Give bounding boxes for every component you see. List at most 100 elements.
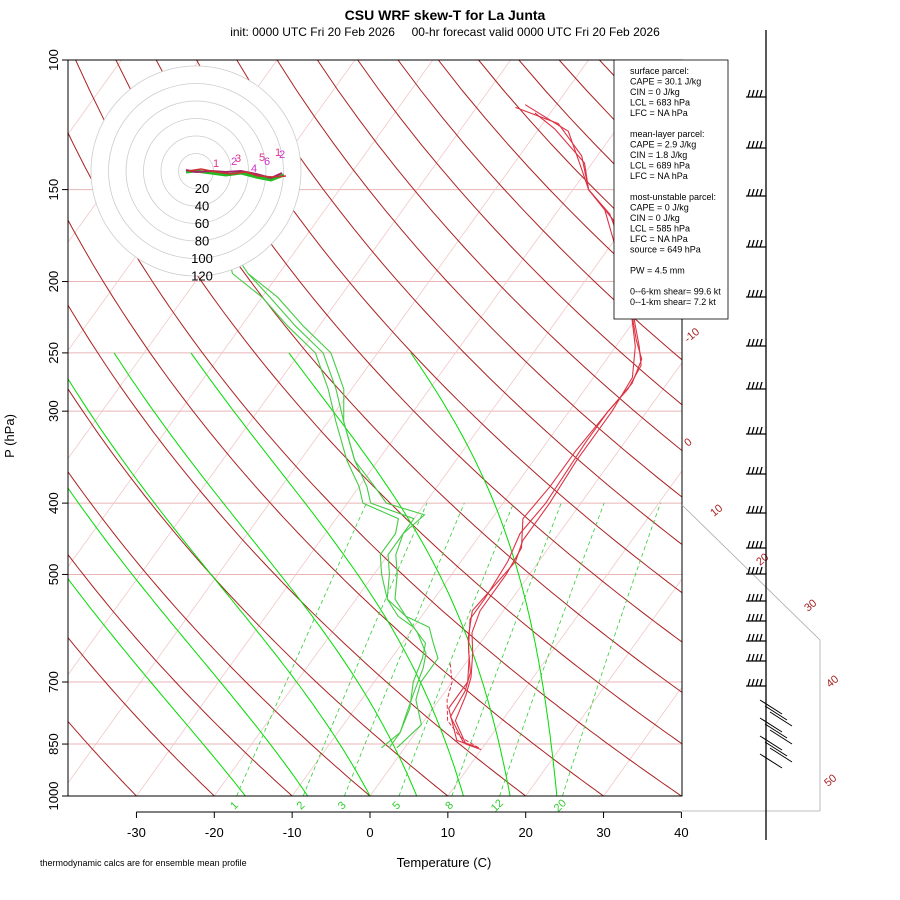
y-tick-label: 850 <box>46 733 61 755</box>
wind-barb <box>746 593 766 602</box>
isotherm-line <box>68 60 434 568</box>
hodograph-ring <box>125 100 267 242</box>
y-tick-label: 100 <box>46 49 61 71</box>
profile-layer <box>228 104 643 751</box>
isotherm-line <box>68 60 589 784</box>
hodograph-height-label: 2 <box>231 156 237 168</box>
footnote: thermodynamic calcs are for ensemble mea… <box>40 858 247 868</box>
dry-adiabat <box>68 470 371 796</box>
dry-adiabat-label: 10 <box>708 502 725 519</box>
hodograph-height-label: 4 <box>251 163 257 175</box>
hodograph-ring <box>108 83 284 259</box>
info-line: LFC = NA hPa <box>630 234 688 244</box>
dry-adiabat <box>68 553 293 796</box>
chart-title: CSU WRF skew-T for La Junta <box>345 7 546 23</box>
wind-barb <box>769 711 793 727</box>
dry-adiabat <box>357 60 682 406</box>
profile-series-0 <box>449 104 642 749</box>
info-line: mean-layer parcel: <box>630 129 705 139</box>
info-line: CAPE = 30.1 J/kg <box>630 77 701 87</box>
wind-barb <box>746 381 766 390</box>
hodograph-ring-label: 100 <box>191 251 213 266</box>
dry-adiabat <box>68 219 604 796</box>
mixing-ratio-line <box>302 502 428 796</box>
y-tick-label: 700 <box>46 671 61 693</box>
dry-adiabat-label: 0 <box>682 436 694 449</box>
wind-barb <box>746 89 766 98</box>
y-tick-label: 400 <box>46 492 61 514</box>
hodograph-height-label: 1 <box>213 158 219 170</box>
wind-barb <box>746 338 766 347</box>
wind-barb <box>746 239 766 248</box>
wind-barb <box>759 753 783 769</box>
dry-adiabat-label: 30 <box>802 597 819 614</box>
mixing-ratio-line <box>499 502 605 796</box>
wind-barb <box>769 729 793 745</box>
y-tick-label: 500 <box>46 564 61 586</box>
wind-barb <box>764 723 788 739</box>
isotherm-line <box>369 361 682 796</box>
hodograph-ring-label: 120 <box>191 269 213 284</box>
mixing-ratio-line <box>398 502 514 796</box>
dry-adiabat <box>397 60 682 361</box>
dry-adiabat <box>75 60 682 745</box>
hodograph-ring-label: 20 <box>195 181 209 196</box>
dry-adiabat-label: -10 <box>682 326 702 345</box>
profile-series-3 <box>236 256 427 749</box>
mixing-ratio-line <box>344 502 465 796</box>
info-line: CIN = 1.8 J/kg <box>630 150 687 160</box>
hodograph-height-label: 6 <box>264 156 270 168</box>
dry-adiabat <box>68 131 682 796</box>
wind-barb <box>759 699 783 715</box>
info-line: surface parcel: <box>630 66 689 76</box>
barb-panel-edge <box>681 504 821 641</box>
x-tick-label: 20 <box>518 825 532 840</box>
dry-adiabat-label: 50 <box>822 772 839 789</box>
hodograph-ring-label: 80 <box>195 234 209 249</box>
moist-adiabat <box>113 352 418 796</box>
y-tick-label: 200 <box>46 271 61 293</box>
wind-barb <box>746 678 766 687</box>
hodograph-trace <box>187 168 287 178</box>
wind-barb <box>746 613 766 622</box>
info-line: LCL = 585 hPa <box>630 224 690 234</box>
profile-series-5 <box>228 256 427 749</box>
info-line: CAPE = 0 J/kg <box>630 203 689 213</box>
x-tick-label: -30 <box>127 825 146 840</box>
info-line: PW = 4.5 mm <box>630 266 685 276</box>
x-tick-label: 0 <box>366 825 373 840</box>
info-line: 0--6-km shear= 99.6 kt <box>630 287 721 297</box>
dry-adiabat <box>68 720 137 796</box>
dry-adiabat-label: 40 <box>824 673 841 690</box>
y-tick-label: 1000 <box>46 782 61 811</box>
hodograph-height-label: 5 <box>259 152 265 164</box>
profile-series-4 <box>247 273 439 749</box>
dry-adiabat <box>68 304 527 796</box>
hodograph-ring-label: 60 <box>195 216 209 231</box>
wind-barb <box>746 566 766 575</box>
moist-adiabat <box>68 487 309 796</box>
wind-barb <box>746 289 766 298</box>
moist-adiabat <box>68 577 246 796</box>
wind-barb <box>764 705 788 721</box>
hodograph-height-label: 3 <box>235 153 241 165</box>
mixing-ratio-line <box>562 502 661 796</box>
info-line: 0--1-km shear= 7.2 kt <box>630 297 716 307</box>
plot-frame <box>67 59 683 797</box>
dry-adiabat-label: 20 <box>754 551 771 568</box>
mixing-ratio-line <box>236 502 367 796</box>
wind-barbs <box>746 30 793 840</box>
info-line: LCL = 689 hPa <box>630 161 690 171</box>
wind-barb <box>746 540 766 549</box>
mixing-ratio-label: 3 <box>336 799 349 812</box>
info-line: most-unstable parcel: <box>630 192 716 202</box>
moist-adiabat <box>190 352 464 796</box>
wind-barb <box>759 735 783 751</box>
dry-adiabat <box>68 636 215 796</box>
parcel-trace <box>446 663 479 749</box>
wind-barb <box>746 653 766 662</box>
dry-adiabat <box>236 60 682 546</box>
